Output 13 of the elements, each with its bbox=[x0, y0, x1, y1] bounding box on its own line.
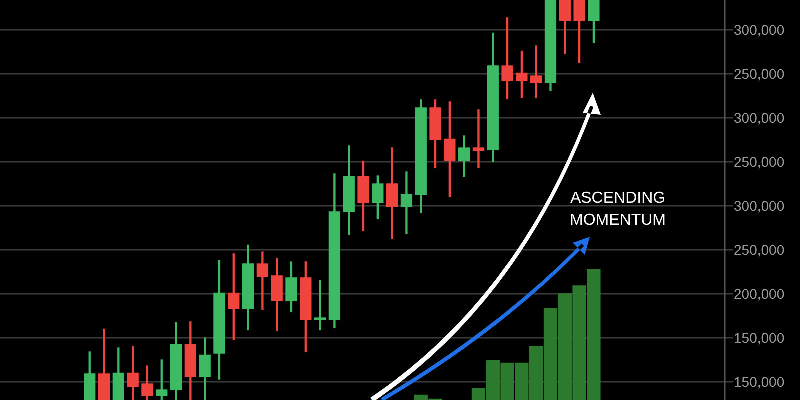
text: 250,000 bbox=[734, 242, 785, 258]
candlestick bbox=[472, 110, 485, 168]
text: 150,000 bbox=[734, 374, 785, 390]
text: 250,000 bbox=[734, 66, 785, 82]
text: 200,000 bbox=[734, 286, 785, 302]
text: 150,000 bbox=[734, 330, 785, 346]
text: 300,000 bbox=[734, 198, 785, 214]
candlestick bbox=[314, 280, 326, 330]
candlestick bbox=[400, 172, 413, 234]
text: 300,000 bbox=[734, 22, 785, 38]
annotation: ASCENDING MOMENTUM bbox=[569, 189, 667, 231]
text: 300,000 bbox=[734, 110, 785, 126]
text: 250,000 bbox=[734, 154, 785, 170]
